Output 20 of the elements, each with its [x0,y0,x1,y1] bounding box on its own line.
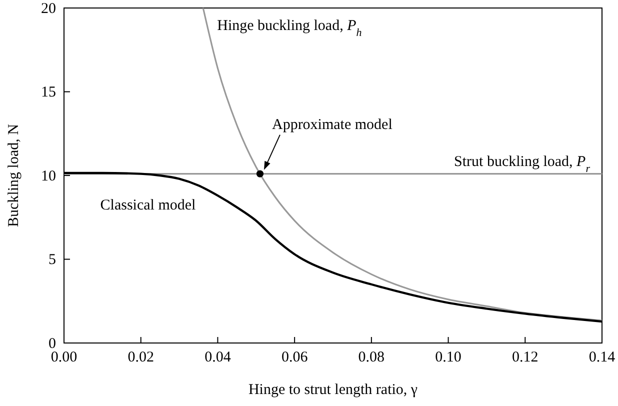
y-axis-title: Buckling load, N [6,124,22,227]
y-tick-label: 15 [41,84,56,101]
x-tick-label: 0.04 [204,350,232,366]
x-tick-label: 0.12 [512,350,538,366]
x-tick-label: 0.06 [281,350,308,366]
series-label: Strut buckling load, P$_{r}$ [454,154,591,175]
x-tick-label: 0.14 [588,350,616,366]
x-tick-label: 0.02 [128,350,154,366]
x-tick-label: 0.08 [358,350,385,366]
series-label: Classical model [100,198,196,214]
y-tick-label: 0 [48,336,56,352]
y-tick-label: 20 [41,0,56,17]
line-series [202,8,602,322]
x-axis-title: Hinge to strut length ratio, γ [248,382,418,398]
y-tick-label: 5 [48,252,56,268]
x-tick-label: 0.00 [50,350,78,366]
annotation: Approximate model [272,116,392,133]
series-label: Hinge buckling load, P$_{h}$ [217,18,362,39]
y-tick-label: 10 [41,168,56,184]
x-tick-label: 0.10 [435,350,462,366]
